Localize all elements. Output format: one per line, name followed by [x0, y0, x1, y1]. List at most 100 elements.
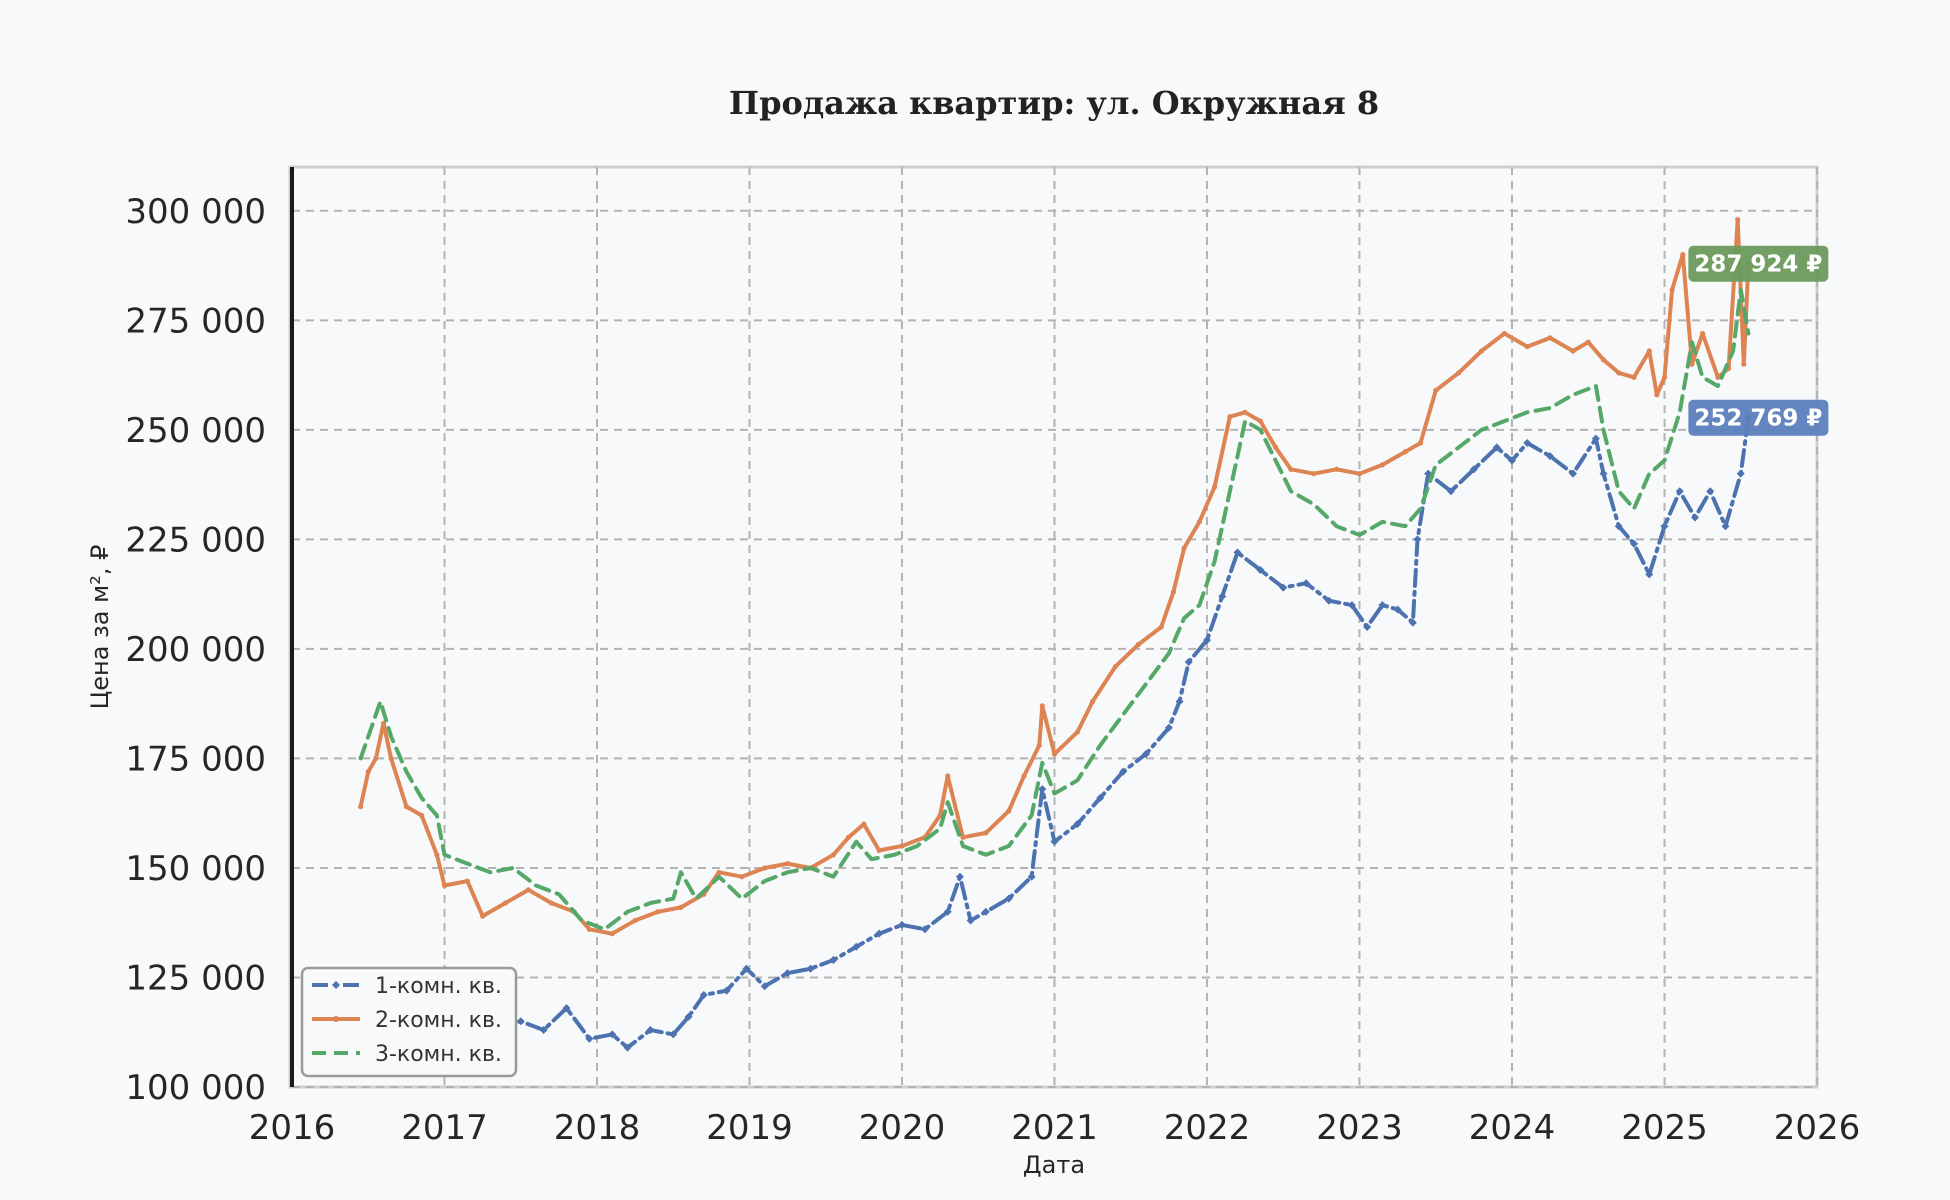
data-point	[1112, 663, 1119, 670]
data-point	[1090, 698, 1096, 705]
data-point	[608, 1030, 617, 1039]
data-point	[1600, 357, 1607, 363]
data-point	[1630, 539, 1638, 548]
data-point	[1508, 456, 1516, 465]
data-point	[1599, 469, 1608, 478]
data-point	[1218, 592, 1227, 601]
data-point	[1417, 440, 1424, 446]
data-point	[1038, 785, 1047, 794]
data-point	[1233, 548, 1242, 557]
data-point	[1645, 570, 1654, 579]
data-point	[1408, 618, 1417, 627]
data-point	[960, 834, 966, 840]
data-point	[539, 1026, 548, 1035]
data-point	[1311, 471, 1317, 477]
data-point	[1654, 392, 1660, 398]
value-badge	[1688, 399, 1829, 436]
x-tick-labels: 2016 2017 2018 2019 2020 2021 2022 2023 2024 2025…	[249, 1108, 1861, 1148]
legend-label: 2-комн. кв.	[375, 1008, 502, 1033]
data-point	[1325, 596, 1333, 605]
x-tick-label: 2022	[1164, 1108, 1251, 1148]
data-point	[1402, 449, 1408, 455]
data-point	[1741, 361, 1747, 367]
data-point	[899, 843, 905, 849]
data-point	[623, 1043, 632, 1052]
data-point	[1478, 348, 1485, 354]
legend-label: 1-комн. кв.	[375, 974, 502, 999]
data-point	[1469, 465, 1478, 474]
data-point	[1356, 471, 1363, 477]
legend-box	[300, 966, 518, 1078]
data-point	[1039, 703, 1045, 709]
data-point	[1706, 487, 1715, 496]
data-point	[1256, 566, 1265, 575]
data-point	[1379, 462, 1385, 468]
data-point	[1669, 287, 1675, 293]
data-point	[861, 821, 867, 827]
data-point	[1547, 335, 1553, 341]
data-point	[783, 969, 792, 978]
data-point	[1227, 414, 1233, 420]
data-point	[1196, 519, 1202, 525]
x-tick-label: 2019	[706, 1108, 793, 1148]
y-tick-label: 300 000	[125, 192, 266, 232]
x-tick-label: 2024	[1469, 1108, 1556, 1148]
x-tick-label: 2021	[1011, 1108, 1098, 1148]
data-point	[1700, 330, 1706, 337]
data-point	[403, 804, 409, 810]
data-point	[846, 834, 852, 840]
y-tick-label: 125 000	[125, 958, 266, 998]
series-lines	[356, 216, 1753, 1052]
data-point	[1036, 742, 1042, 748]
data-point	[1433, 387, 1439, 394]
data-point	[1096, 793, 1105, 802]
y-tick-label: 100 000	[125, 1068, 266, 1108]
x-tick-label: 2016	[249, 1108, 336, 1148]
data-point	[1142, 750, 1150, 759]
data-point	[955, 872, 964, 881]
data-point	[1051, 751, 1058, 757]
x-tick-label: 2017	[401, 1108, 488, 1148]
data-point	[1006, 808, 1012, 814]
data-point	[1689, 361, 1695, 367]
data-point	[388, 755, 394, 762]
data-point	[1492, 443, 1501, 452]
data-point	[669, 1030, 678, 1039]
data-point	[380, 720, 387, 726]
data-point	[1279, 583, 1288, 592]
data-point	[1074, 729, 1080, 735]
data-point	[898, 920, 906, 929]
x-tick-label: 2020	[859, 1108, 946, 1148]
data-point	[1721, 522, 1730, 531]
data-point	[1413, 535, 1422, 544]
data-point	[1393, 605, 1402, 614]
y-tick-label: 150 000	[125, 849, 266, 889]
data-point	[1501, 330, 1507, 337]
data-point	[1456, 370, 1462, 376]
data-point	[1170, 589, 1177, 595]
y-tick-label: 200 000	[125, 630, 266, 670]
y-axis-label: Цена за м², ₽	[86, 545, 114, 710]
data-point	[875, 929, 884, 938]
data-point	[966, 916, 975, 925]
data-point	[585, 1034, 594, 1043]
data-point	[609, 931, 615, 937]
data-point	[1158, 624, 1164, 630]
x-tick-label: 2026	[1774, 1108, 1861, 1148]
data-point	[1184, 658, 1193, 667]
data-point	[1257, 418, 1263, 424]
data-point	[1736, 469, 1745, 478]
y-tick-label: 175 000	[125, 739, 266, 779]
data-point	[1591, 434, 1600, 443]
data-point	[699, 991, 708, 999]
data-point	[562, 1004, 571, 1013]
data-point	[1570, 348, 1576, 354]
data-point	[1181, 545, 1187, 551]
data-point	[1614, 522, 1623, 531]
data-point	[1203, 636, 1211, 645]
data-point	[655, 909, 661, 915]
data-point	[464, 878, 470, 884]
data-point	[1073, 820, 1082, 829]
data-point	[1447, 487, 1455, 496]
